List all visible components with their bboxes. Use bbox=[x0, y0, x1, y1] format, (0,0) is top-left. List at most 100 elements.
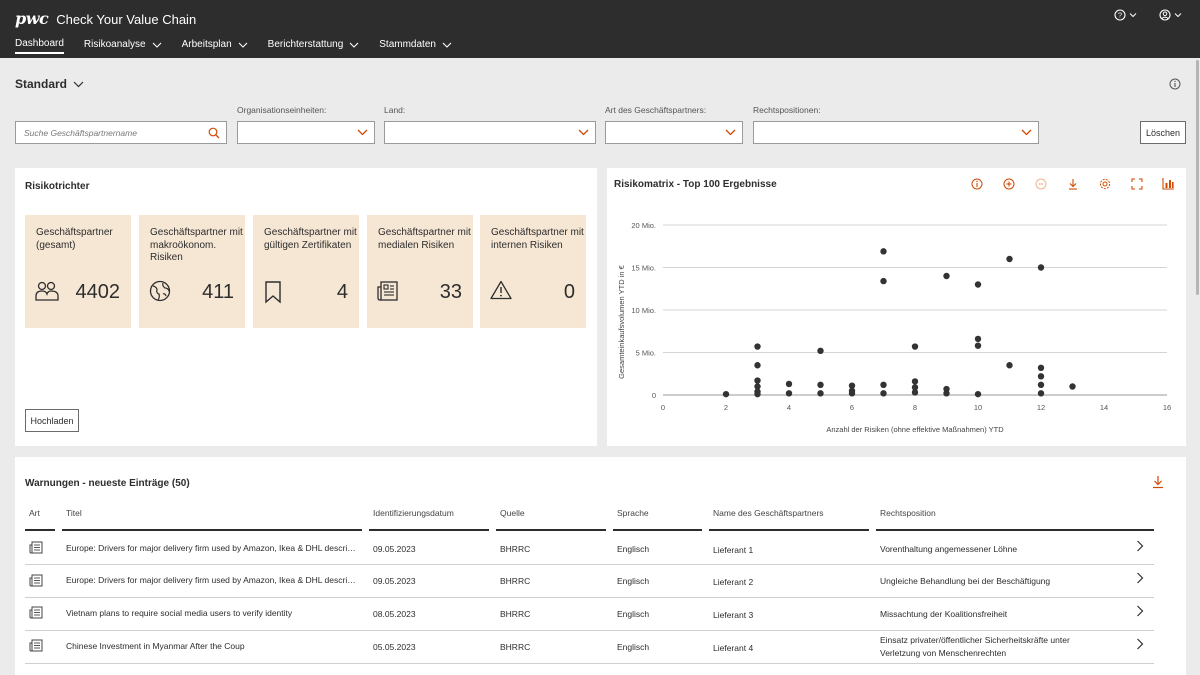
nav-risikoanalyse[interactable]: Risikoanalyse bbox=[84, 38, 162, 54]
header-divider bbox=[613, 529, 702, 531]
data-point bbox=[785, 390, 793, 397]
nav-dashboard[interactable]: Dashboard bbox=[15, 38, 64, 54]
tile-value: 4402 bbox=[75, 281, 121, 303]
tile-label: Geschäftspartner mit gültigen Zertifikat… bbox=[264, 227, 357, 251]
x-tick-label: 10 bbox=[974, 403, 982, 412]
data-point bbox=[754, 377, 761, 384]
document-icon bbox=[29, 606, 43, 619]
nav-berichterstattung[interactable]: Berichterstattung bbox=[268, 38, 360, 54]
search-input[interactable] bbox=[16, 122, 226, 143]
data-point bbox=[911, 384, 919, 391]
tile-total-partners[interactable]: Geschäftspartner (gesamt) 4402 bbox=[25, 215, 131, 328]
data-point bbox=[880, 248, 887, 255]
people-icon bbox=[35, 281, 59, 301]
recht-label: Rechtspositionen: bbox=[753, 105, 821, 115]
scrollbar[interactable] bbox=[1196, 60, 1199, 295]
help-icon: ? bbox=[1114, 9, 1126, 21]
col-header-rechtsposition[interactable]: Rechtsposition bbox=[880, 508, 936, 518]
data-point bbox=[974, 390, 982, 398]
col-header-titel[interactable]: Titel bbox=[66, 508, 82, 518]
y-tick-label: 0 bbox=[652, 391, 656, 400]
data-point bbox=[1037, 373, 1045, 380]
zoom-out-icon[interactable] bbox=[1035, 178, 1047, 190]
col-header-sprache[interactable]: Sprache bbox=[617, 508, 649, 518]
col-header-quelle[interactable]: Quelle bbox=[500, 508, 525, 518]
nav-stammdaten[interactable]: Stammdaten bbox=[379, 38, 452, 54]
fullscreen-icon[interactable] bbox=[1131, 178, 1143, 190]
download-icon[interactable] bbox=[1152, 475, 1164, 489]
chevron-right-icon[interactable] bbox=[1136, 572, 1144, 584]
tile-value: 33 bbox=[439, 281, 462, 303]
brand[interactable]: pwc Check Your Value Chain bbox=[15, 9, 196, 28]
cell-language: Englisch bbox=[617, 576, 650, 586]
warning-icon bbox=[490, 280, 512, 300]
data-point bbox=[880, 390, 887, 397]
top-bar: pwc Check Your Value Chain ? Dashboard R… bbox=[0, 0, 1200, 58]
data-point bbox=[974, 281, 982, 288]
col-header-partner[interactable]: Name des Geschäftspartners bbox=[713, 508, 824, 518]
data-point bbox=[848, 382, 856, 389]
tile-media-risks[interactable]: Geschäftspartner mit medialen Risiken 33 bbox=[367, 215, 473, 328]
download-icon[interactable] bbox=[1067, 178, 1079, 190]
chevron-right-icon[interactable] bbox=[1136, 540, 1144, 552]
view-selector[interactable]: Standard bbox=[15, 77, 84, 91]
header-divider bbox=[62, 529, 362, 531]
tile-internal-risks[interactable]: Geschäftspartner mit internen Risiken 0 bbox=[480, 215, 586, 328]
chevron-right-icon[interactable] bbox=[1136, 605, 1144, 617]
header-divider bbox=[709, 529, 869, 531]
cell-title[interactable]: Europe: Drivers for major delivery firm … bbox=[66, 543, 360, 553]
org-select[interactable] bbox=[237, 121, 375, 144]
partnerart-select[interactable] bbox=[605, 121, 743, 144]
data-point bbox=[754, 343, 761, 350]
app-title: Check Your Value Chain bbox=[56, 12, 197, 27]
info-icon[interactable] bbox=[971, 178, 983, 190]
tile-macro-risks[interactable]: Geschäftspartner mit makroökonom. Risike… bbox=[139, 215, 245, 328]
cell-title[interactable]: Vietnam plans to require social media us… bbox=[66, 608, 293, 618]
land-label: Land: bbox=[384, 105, 406, 115]
search-field[interactable] bbox=[15, 121, 227, 144]
search-icon[interactable] bbox=[208, 127, 220, 139]
info-icon[interactable] bbox=[1169, 78, 1181, 90]
chevron-down-icon bbox=[578, 129, 589, 136]
help-menu[interactable]: ? bbox=[1114, 9, 1137, 21]
cell-partner: Lieferant 1 bbox=[713, 545, 754, 555]
zoom-in-icon[interactable] bbox=[1003, 178, 1015, 190]
cell-legal-position: Einsatz privater/öffentlicher Sicherheit… bbox=[880, 635, 1070, 658]
cell-title[interactable]: Europe: Drivers for major delivery firm … bbox=[66, 575, 360, 585]
data-point bbox=[817, 381, 824, 388]
clear-button[interactable]: Löschen bbox=[1140, 121, 1186, 144]
x-tick-label: 4 bbox=[787, 403, 791, 412]
cell-source: BHRRC bbox=[500, 642, 531, 652]
col-header-art[interactable]: Art bbox=[29, 508, 40, 518]
nav-label: Berichterstattung bbox=[267, 39, 344, 50]
upload-button[interactable]: Hochladen bbox=[25, 409, 79, 432]
x-tick-label: 16 bbox=[1163, 403, 1171, 412]
settings-icon[interactable] bbox=[1099, 178, 1111, 190]
y-tick-label: 20 Mio. bbox=[631, 221, 656, 230]
view-title: Standard bbox=[15, 77, 68, 91]
chevron-down-icon bbox=[1129, 13, 1137, 18]
col-header-datum[interactable]: Identifizierungsdatum bbox=[373, 508, 454, 518]
matrix-panel bbox=[607, 168, 1186, 446]
tile-certificates[interactable]: Geschäftspartner mit gültigen Zertifikat… bbox=[253, 215, 359, 328]
user-menu[interactable] bbox=[1159, 9, 1182, 21]
header-divider bbox=[496, 529, 606, 531]
recht-select[interactable] bbox=[753, 121, 1039, 144]
land-select[interactable] bbox=[384, 121, 596, 144]
data-point bbox=[1037, 264, 1045, 271]
chevron-right-icon[interactable] bbox=[1136, 638, 1144, 650]
cell-source: BHRRC bbox=[500, 609, 531, 619]
cell-language: Englisch bbox=[617, 544, 650, 554]
nav-arbeitsplan[interactable]: Arbeitsplan bbox=[182, 38, 248, 54]
data-point bbox=[880, 381, 887, 388]
data-point bbox=[754, 390, 761, 398]
document-icon bbox=[29, 639, 43, 652]
data-point bbox=[911, 378, 919, 385]
row-divider bbox=[25, 597, 1154, 598]
cell-title[interactable]: Chinese Investment in Myanmar After the … bbox=[66, 641, 245, 651]
y-axis-label: Gesamteinkaufsvolumen YTD in € bbox=[617, 264, 626, 378]
data-point bbox=[943, 390, 950, 397]
warnings-panel bbox=[15, 457, 1186, 675]
bookmark-icon bbox=[265, 281, 281, 304]
chart-icon[interactable] bbox=[1162, 177, 1175, 190]
